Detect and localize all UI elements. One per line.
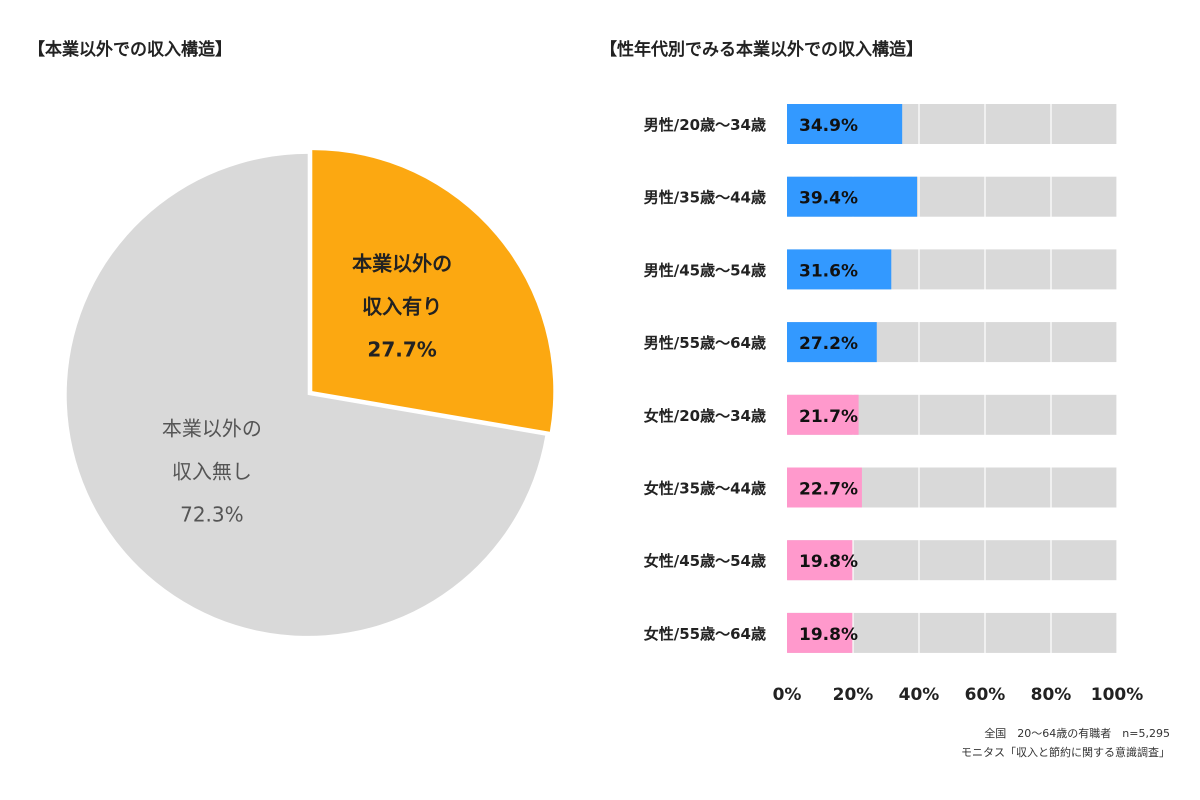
bar-value-label: 19.8% — [799, 552, 858, 572]
x-tick-label: 0% — [773, 685, 802, 705]
pie-slice-value-1: 72.3% — [180, 503, 244, 527]
bar — [787, 394, 859, 435]
x-tick-label: 60% — [965, 685, 1006, 705]
bar-value-label: 34.9% — [799, 116, 858, 136]
bar-value-label: 27.2% — [799, 334, 858, 354]
pie-slice-label-1: 本業以外の — [162, 417, 262, 441]
pie-chart-title: 【本業以外での収入構造】 — [28, 40, 232, 60]
y-tick-label: 男性/45歳～54歳 — [644, 261, 766, 279]
pie-slice-0 — [312, 150, 554, 432]
bar-value-label: 22.7% — [799, 480, 858, 500]
y-tick-label: 男性/35歳～44歳 — [644, 189, 766, 207]
x-tick-label: 40% — [899, 685, 940, 705]
bar-track — [787, 249, 1117, 290]
x-tick-label: 20% — [833, 685, 874, 705]
bar — [787, 612, 853, 653]
bar — [787, 467, 862, 508]
pie-slice-1 — [66, 153, 546, 636]
bar — [787, 540, 853, 581]
y-tick-label: 女性/45歳～54歳 — [644, 552, 766, 570]
bar-chart-title: 【性年代別でみる本業以外での収入構造】 — [600, 40, 923, 60]
bar-value-label: 19.8% — [799, 625, 858, 645]
bar-track — [787, 394, 1117, 435]
bar-value-label: 39.4% — [799, 189, 858, 209]
y-tick-label: 女性/55歳～64歳 — [644, 625, 766, 643]
pie-slice-value-0: 27.7% — [367, 337, 436, 361]
bar — [787, 176, 918, 217]
bar-track — [787, 540, 1117, 581]
y-tick-label: 男性/20歳～34歳 — [644, 116, 766, 134]
pie-slice-label-1: 収入無し — [172, 460, 252, 484]
pie-slice-label-0: 収入有り — [362, 294, 442, 318]
bar-track — [787, 176, 1117, 217]
survey-note: 全国 20～64歳の有職者 n=5,295 — [984, 727, 1170, 740]
bar-track — [787, 612, 1117, 653]
bar — [787, 322, 877, 363]
pie-slice-label-0: 本業以外の — [352, 251, 452, 275]
bar-track — [787, 467, 1117, 508]
y-tick-label: 女性/20歳～34歳 — [644, 407, 766, 425]
survey-source: モニタス「収入と節約に関する意識調査」 — [961, 746, 1170, 759]
bar-track — [787, 322, 1117, 363]
x-tick-label: 100% — [1091, 685, 1144, 705]
y-tick-label: 男性/55歳～64歳 — [644, 334, 766, 352]
y-tick-label: 女性/35歳～44歳 — [644, 480, 766, 498]
bar — [787, 249, 892, 290]
x-tick-label: 80% — [1031, 685, 1072, 705]
bar — [787, 104, 903, 144]
bar-value-label: 31.6% — [799, 261, 858, 281]
bar-track — [787, 104, 1117, 144]
bar-value-label: 21.7% — [799, 407, 858, 427]
